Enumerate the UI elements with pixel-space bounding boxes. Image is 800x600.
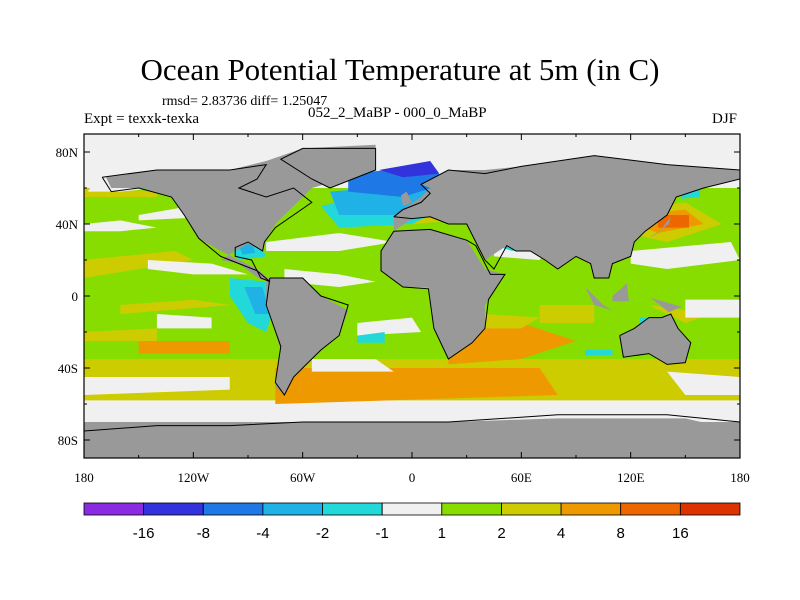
colorbar-label-2: -4: [256, 525, 269, 542]
colorbar-label-5: 1: [438, 525, 446, 542]
field-region-29: [630, 242, 740, 269]
field-region-12: [484, 314, 540, 329]
y-tick-label-1: 40N: [56, 217, 79, 232]
colorbar-swatch-1: [143, 502, 204, 516]
y-tick-label-2: 0: [72, 289, 79, 304]
field-region-14: [648, 305, 713, 323]
coastline-0: [101, 163, 313, 283]
x-tick-label-2: 60W: [290, 470, 316, 485]
coastline-7: [393, 178, 740, 279]
x-tick-label-6: 180: [730, 470, 750, 485]
colorbar-label-8: 8: [617, 525, 625, 542]
field-region-26: [357, 317, 422, 336]
land-polygon-8: [612, 283, 629, 302]
colorbar: -16 -8 -4 -2 -1 1 2 4 8 16: [83, 502, 741, 542]
field-region-39: [244, 287, 270, 314]
land-polygon-9: [650, 297, 682, 313]
chart-title: Ocean Potential Temperature at 5m (in C): [140, 52, 660, 87]
land-polygon-11: [401, 191, 412, 206]
coastline-3: [393, 155, 740, 218]
field-region-11: [539, 305, 595, 323]
colorbar-label-3: -2: [316, 525, 329, 542]
colorbar-label-0: -16: [133, 525, 155, 542]
field-region-31: [667, 371, 740, 395]
x-tick-label-0: 180: [74, 470, 94, 485]
coastline-2: [380, 228, 506, 360]
chart-subtitle: 052_2_MaBP - 000_0_MaBP: [308, 105, 487, 121]
field-region-4: [275, 368, 558, 404]
land-polygon-0: [105, 144, 376, 280]
field-region-8: [84, 251, 194, 278]
coastline-4: [619, 313, 692, 365]
land-polygon-2: [381, 229, 505, 359]
x-tick-label-4: 60E: [511, 470, 532, 485]
field-region-21: [147, 260, 248, 275]
land-mask: [84, 144, 740, 458]
season-label: DJF: [712, 111, 738, 127]
land-polygon-1: [266, 278, 349, 395]
land-polygon-3: [393, 155, 740, 278]
colorbar-swatch-3: [262, 502, 323, 516]
y-tick-label-3: 40S: [58, 361, 78, 376]
y-tick-label-0: 80N: [56, 145, 79, 160]
colorbar-label-9: 16: [672, 525, 689, 542]
field-region-30: [685, 299, 740, 318]
coastline-5: [279, 147, 377, 189]
colorbar-swatch-5: [381, 502, 443, 516]
field-region-20: [84, 220, 157, 232]
land-polygon-5: [284, 148, 376, 188]
field-region-40: [357, 332, 385, 343]
colorbar-swatch-8: [560, 502, 622, 516]
field-region-6: [138, 341, 230, 354]
colorbar-label-1: -8: [197, 525, 210, 542]
field-region-35: [379, 161, 440, 178]
experiment-label: Expt = texxk-texka: [84, 111, 200, 127]
colorbar-swatch-0: [83, 502, 144, 516]
field-region-27: [311, 359, 394, 372]
land-polygon-12: [84, 418, 740, 458]
x-tick-label-1: 120W: [177, 470, 210, 485]
land-polygon-7: [585, 287, 613, 311]
coastlines: [84, 147, 740, 432]
x-tick-label-5: 120E: [617, 470, 645, 485]
colorbar-swatch-2: [202, 502, 264, 516]
colorbar-swatch-4: [322, 502, 383, 516]
colorbar-label-6: 2: [497, 525, 505, 542]
colorbar-label-4: -1: [376, 525, 389, 542]
field-region-24: [84, 377, 230, 395]
field-region-22: [266, 233, 394, 251]
field-region-10: [84, 328, 157, 341]
axes: 180 120W 60W 0 60E 120E 180 80N 40N 0 40S 80S: [56, 134, 750, 485]
colorbar-swatch-10: [680, 502, 741, 516]
x-tick-label-3: 0: [409, 470, 416, 485]
field-region-44: [585, 350, 613, 356]
field-region-9: [120, 299, 230, 314]
field-region-25: [156, 314, 212, 329]
y-tick-label-4: 80S: [58, 433, 78, 448]
colorbar-label-7: 4: [557, 525, 565, 542]
coastline-1: [265, 277, 349, 396]
coastline-6: [84, 414, 740, 432]
colorbar-swatch-6: [441, 502, 502, 516]
colorbar-swatch-7: [501, 502, 562, 516]
stats-label: rmsd= 2.83736 diff= 1.25047: [162, 94, 328, 109]
colorbar-swatch-9: [620, 502, 681, 516]
